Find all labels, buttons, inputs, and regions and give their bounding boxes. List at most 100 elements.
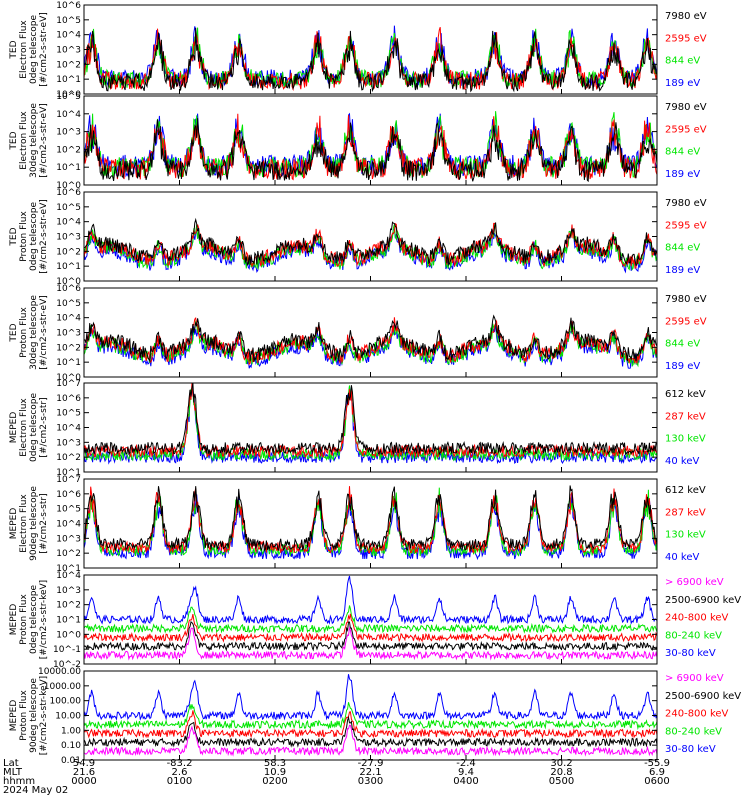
x-tick-lat: -27.9 <box>358 758 384 769</box>
y-tick-label: 10^6 <box>56 490 81 500</box>
legend-entry: 7980 eV <box>665 102 707 113</box>
y-tick-label: 10^2 <box>56 549 81 559</box>
x-tick-mlt: 21.6 <box>73 767 95 778</box>
y-tick-label: 10^4 <box>56 110 81 120</box>
legend-entry: 2595 eV <box>665 220 707 231</box>
panel-1-traces <box>84 25 657 93</box>
legend-entry: 844 eV <box>665 339 700 350</box>
y-tick-label: 10^3 <box>56 233 81 243</box>
y-tick-label: 10^5 <box>56 409 81 419</box>
panel-2-traces <box>84 111 657 183</box>
x-tick-lat: 54.9 <box>73 758 95 769</box>
series-line-8-3 <box>84 710 657 739</box>
y-axis-label: TEDProton Flux30deg telescope[#/cm2-s-st… <box>9 295 49 370</box>
series-line-8-2 <box>84 715 657 748</box>
x-tick-lat: -55.9 <box>644 758 670 769</box>
legend-entry: 2500-6900 keV <box>665 595 741 606</box>
x-tick-mlt: 20.8 <box>550 767 572 778</box>
series-line-1-2 <box>84 26 657 92</box>
y-tick-label: 10^5 <box>56 505 81 515</box>
y-tick-label: 10^5 <box>56 16 81 26</box>
y-tick-label: 10^1 <box>56 75 81 85</box>
y-tick-label: 10^0 <box>56 181 81 191</box>
series-line-7-3 <box>84 613 657 643</box>
legend-entry: 240-800 keV <box>665 613 729 624</box>
y-axis-label: TEDProton Flux0deg telescope[#/cm2-s-str… <box>9 199 49 274</box>
x-tick-mlt: 22.1 <box>359 767 381 778</box>
y-tick-label: 10^0 <box>56 630 81 640</box>
legend-entry: 2595 eV <box>665 316 707 327</box>
legend-entry: > 6900 keV <box>665 577 724 588</box>
panel-6: 10^1 10^2 10^3 10^4 10^5 10^6 10^7 MEPEDElectro… <box>9 475 706 574</box>
y-tick-label: 10^6 <box>56 188 81 198</box>
y-tick-label: 10^5 <box>56 299 81 309</box>
y-tick-label: 10^3 <box>56 128 81 138</box>
series-line-2-1 <box>84 118 657 183</box>
y-axis-label: TEDElectron Flux0deg telescope[#/cm2-s-s… <box>9 12 49 87</box>
legend-entry: 189 eV <box>665 265 700 276</box>
x-tick-hhmm: 0100 <box>167 776 192 787</box>
x-tick-lat: 30.2 <box>550 758 572 769</box>
series-line-6-2 <box>84 486 657 555</box>
x-tick-mlt: 2.6 <box>172 767 188 778</box>
legend-entry: 130 keV <box>665 434 706 445</box>
x-axis-annotation: Lat 54.9 -83.2 58.3 -27.9 -2.4 30.2 -55.9 MLT 21.… <box>3 758 670 796</box>
legend-entry: 2595 eV <box>665 33 707 44</box>
y-tick-label: 10^6 <box>56 394 81 404</box>
series-line-1-1 <box>84 27 657 93</box>
series-line-8-5 <box>84 674 657 721</box>
legend-entry: 7980 eV <box>665 294 707 305</box>
x-tick-hhmm: 0600 <box>644 776 669 787</box>
series-line-5-4 <box>84 386 657 465</box>
panel-3: 10^0 10^1 10^2 10^3 10^4 10^5 10^6 TEDProton Fl… <box>9 188 707 287</box>
y-axis-label: MEPEDProton Flux0deg telescope[#/cm2-s-s… <box>9 580 49 659</box>
legend-entry: 240-800 keV <box>665 709 729 720</box>
y-tick-label: 10^7 <box>56 379 81 389</box>
y-tick-label: 10^5 <box>56 203 81 213</box>
y-tick-label: 10^4 <box>56 218 81 228</box>
y-tick-label: 0.10 <box>61 741 81 751</box>
x-tick-mlt: 9.4 <box>458 767 474 778</box>
date-label: 2024 May 02 <box>3 785 68 796</box>
y-tick-label: 10^3 <box>56 46 81 56</box>
legend-entry: 287 keV <box>665 411 706 422</box>
y-tick-label: 100.00 <box>50 697 82 707</box>
panel-8-traces <box>84 674 657 757</box>
y-axis-label: MEPEDElectron Flux90deg telescope[#/cm2-… <box>9 486 49 561</box>
series-line-4-2 <box>84 316 657 366</box>
legend-entry: 612 keV <box>665 389 706 400</box>
panels-group: 10^0 10^1 10^2 10^3 10^4 10^5 10^6 TEDElectron … <box>9 1 741 766</box>
legend-entry: 844 eV <box>665 147 700 158</box>
x-tick-mlt: 10.9 <box>264 767 286 778</box>
y-axis-label: MEPEDProton Flux90deg telescope[#/cm2-s-… <box>9 676 49 755</box>
panel-4: 10^0 10^1 10^2 10^3 10^4 10^5 10^6 TEDProton Fl… <box>9 284 707 383</box>
y-tick-label: 1000.00 <box>44 682 81 692</box>
legend-entry: 7980 eV <box>665 198 707 209</box>
panel-5: 10^1 10^2 10^3 10^4 10^5 10^6 10^7 MEPEDElectro… <box>9 379 706 478</box>
panel-3-traces <box>84 217 657 274</box>
y-tick-label: 10^5 <box>56 92 81 102</box>
y-tick-label: 10^2 <box>56 453 81 463</box>
y-tick-label: 10^0 <box>56 90 81 100</box>
legend-entry: 287 keV <box>665 507 706 518</box>
y-tick-label: 10^6 <box>56 284 81 294</box>
panel-7-traces <box>84 575 657 661</box>
y-tick-label: 10^4 <box>56 520 81 530</box>
y-tick-label: 10^1 <box>56 358 81 368</box>
y-tick-label: 10^4 <box>56 314 81 324</box>
series-line-8-1 <box>84 724 657 757</box>
y-tick-label: 10.00 <box>55 712 81 722</box>
y-tick-label: 10^-2 <box>53 660 81 670</box>
panel-7: 10^-2 10^-1 10^0 10^1 10^2 10^3 10^4 MEPEDProto… <box>9 571 741 670</box>
y-tick-label: 10^3 <box>56 438 81 448</box>
x-row-label-mlt: MLT <box>3 767 23 778</box>
y-tick-label: 10^3 <box>56 586 81 596</box>
legend-entry: 30-80 keV <box>665 744 716 755</box>
x-tick-hhmm: 0400 <box>453 776 478 787</box>
legend-entry: 40 keV <box>665 552 699 563</box>
legend-entry: 844 eV <box>665 56 700 67</box>
y-tick-label: 10^7 <box>56 475 81 485</box>
y-tick-label: 10^3 <box>56 534 81 544</box>
series-line-7-5 <box>84 575 657 625</box>
